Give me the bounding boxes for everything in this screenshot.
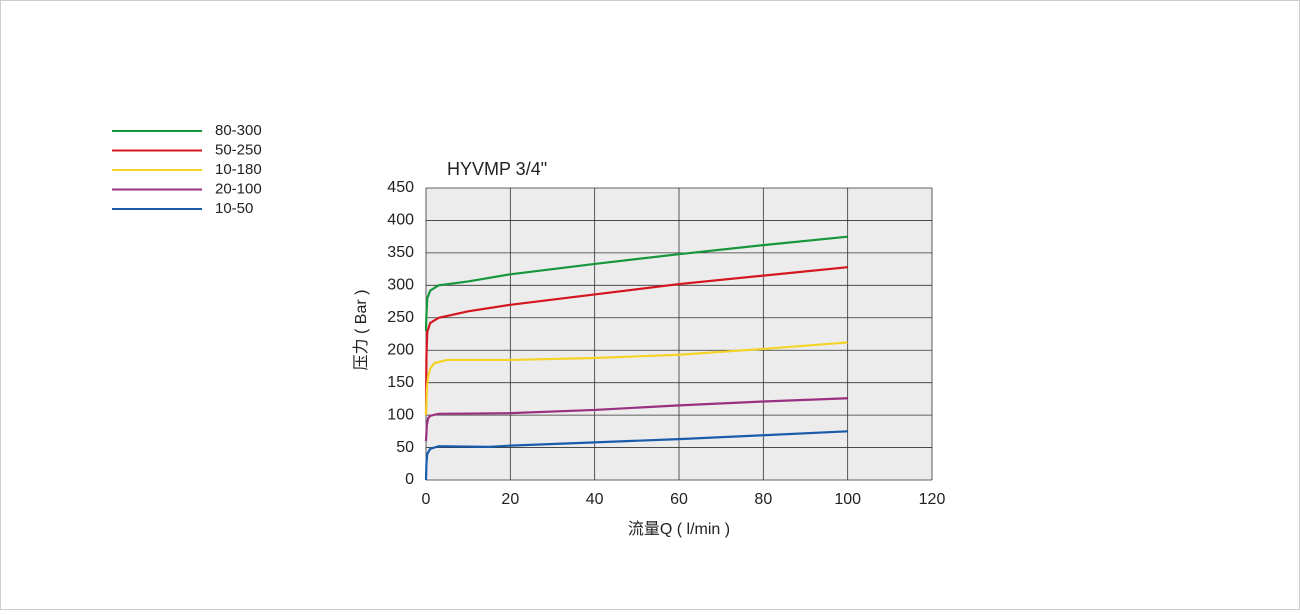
- x-tick-label: 40: [586, 491, 604, 508]
- y-tick-label: 200: [387, 341, 414, 358]
- x-tick-label: 100: [834, 491, 861, 508]
- x-axis-label: 流量Q ( l/min ): [628, 520, 730, 538]
- y-tick-label: 100: [387, 406, 414, 423]
- y-tick-label: 150: [387, 374, 414, 391]
- y-tick-label: 300: [387, 277, 414, 294]
- legend-label: 10-50: [215, 200, 253, 217]
- y-tick-label: 50: [396, 439, 414, 456]
- y-axis-label: 压力 ( Bar ): [352, 290, 370, 371]
- legend-label: 20-100: [215, 180, 262, 197]
- legend-label: 10-180: [215, 161, 262, 178]
- x-tick-label: 0: [422, 491, 431, 508]
- x-tick-label: 80: [754, 491, 772, 508]
- legend-label: 80-300: [215, 122, 262, 139]
- series-line: [424, 266, 848, 416]
- series-line: [424, 397, 848, 442]
- x-tick-label: 120: [919, 491, 946, 508]
- y-tick-label: 250: [387, 309, 414, 326]
- series-line: [424, 430, 848, 481]
- y-tick-label: 350: [387, 244, 414, 261]
- chart-title: HYVMP 3/4": [447, 159, 547, 179]
- x-tick-label: 20: [501, 491, 519, 508]
- y-tick-label: 450: [387, 179, 414, 196]
- y-tick-label: 0: [405, 471, 414, 488]
- legend-label: 50-250: [215, 141, 262, 158]
- x-tick-label: 60: [670, 491, 688, 508]
- y-tick-label: 400: [387, 212, 414, 229]
- series-line: [424, 341, 848, 416]
- series-line: [424, 235, 848, 331]
